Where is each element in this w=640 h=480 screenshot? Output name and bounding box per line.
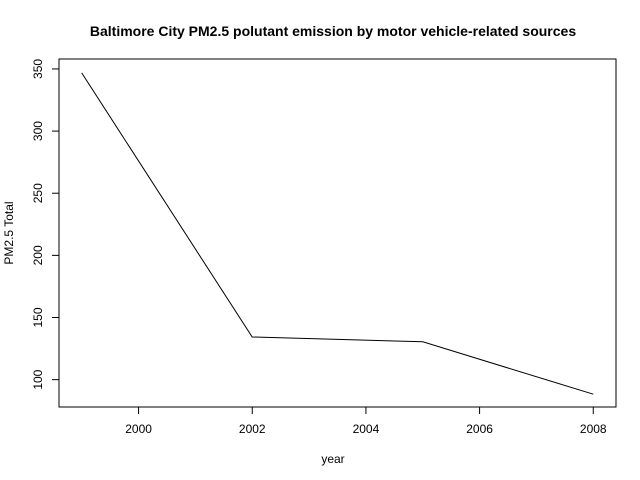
- series-line: [81, 72, 594, 395]
- x-tick-label: 2006: [466, 422, 493, 436]
- x-tick-label: 2004: [353, 422, 380, 436]
- x-axis-label: year: [321, 452, 344, 466]
- y-tick-label: 100: [31, 369, 45, 389]
- x-tick-label: 2008: [580, 422, 607, 436]
- x-tick-label: 2002: [239, 422, 266, 436]
- y-tick-label: 150: [31, 307, 45, 327]
- plot-frame: [58, 58, 617, 408]
- y-axis: 100 150 200 250 300 350: [31, 59, 60, 390]
- chart-title: Baltimore City PM2.5 polutant emission b…: [90, 23, 576, 39]
- y-tick-label: 200: [31, 245, 45, 265]
- y-tick-label: 300: [31, 121, 45, 141]
- y-tick-label: 250: [31, 183, 45, 203]
- y-axis-label: PM2.5 Total: [2, 201, 16, 264]
- x-tick-label: 2000: [125, 422, 152, 436]
- y-tick-label: 350: [31, 59, 45, 79]
- x-axis: 2000 2002 2004 2006 2008: [125, 406, 607, 436]
